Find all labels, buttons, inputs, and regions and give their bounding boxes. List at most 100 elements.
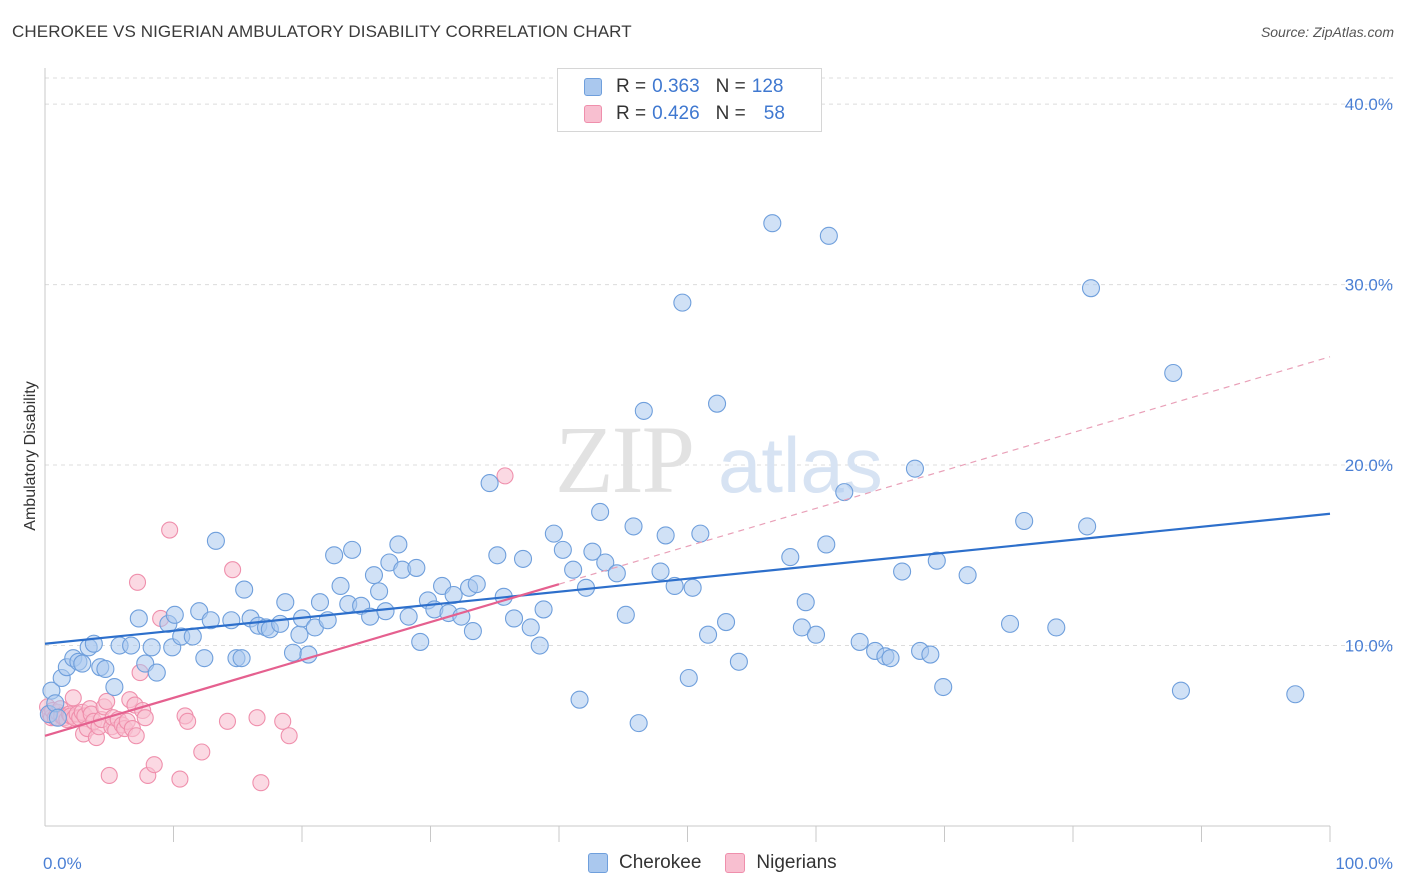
cherokee-point [364,566,384,585]
r-label: R = [616,103,647,124]
cherokee-point [591,502,610,522]
cherokee-point [691,524,710,543]
legend-row-cherokee: R = 0.363 N = 128 [584,75,783,99]
cherokee-point [513,549,533,568]
y-tick-labels: 10.0% 20.0% 30.0% 40.0% [1345,95,1393,655]
nigerian-point [179,712,197,730]
nigerian-trend-extension [558,356,1331,585]
nigerian-point [128,573,147,591]
cherokee-point [553,540,572,559]
y-axis-label: Ambulatory Disability [22,381,39,530]
nigerian-point [193,743,211,761]
cherokee-point [488,546,507,565]
cherokee-point [276,593,295,612]
cherokee-point [271,614,290,633]
cherokee-point [201,611,220,630]
legend-label-cherokee: Cherokee [619,852,702,873]
nigerian-point [248,709,266,727]
cherokee-point [376,602,395,621]
y-tick-label: 10.0% [1345,637,1393,656]
stats-legend: R = 0.363 N = 128 R = 0.426 N = 58 [557,68,822,132]
cherokee-point [893,562,912,581]
series-legend: Cherokee Nigerians [588,852,861,874]
cherokee-point [1164,363,1183,383]
cherokee-point [147,663,166,682]
legend-row-nigerian: R = 0.426 N = 58 [584,102,785,126]
nigerian-point [127,727,145,745]
nigerian-point [218,712,237,730]
n-label: N = [715,76,746,97]
cherokee-point [850,632,869,651]
n-label: N = [715,103,746,124]
cherokee-point [819,226,838,245]
nigerian-point [274,712,292,730]
cherokee-point [905,459,924,478]
cherokee-point [122,636,141,655]
cherokee-point [835,483,854,502]
cherokee-point [1000,614,1020,633]
nigerian-point [161,521,179,539]
cherokee-point [673,293,692,312]
cherokee-point [325,546,344,565]
cherokee-point [583,542,602,561]
cherokee-point [235,580,254,599]
cherokee-point [1015,511,1034,531]
nigerian-point [64,689,82,707]
cherokee-point [699,625,718,644]
cherokee-point [607,564,626,583]
nigerian-point [100,766,118,785]
legend-item-nigerians[interactable]: Nigerians [725,852,837,874]
cherokee-point [165,605,184,624]
cherokee-point [792,618,811,637]
r-value: 0.363 [652,76,700,97]
cherokee-point [1081,279,1101,298]
legend-item-cherokee[interactable]: Cherokee [588,852,701,874]
cherokee-point [142,638,161,657]
cherokee-point [679,668,698,688]
cherokee-point [544,524,563,543]
cherokee-point [927,551,946,570]
cherokee-point [629,714,648,733]
cherokee-point [129,609,148,628]
nigerian-point [136,709,154,727]
cherokee-point [921,645,940,664]
cherokee-point [407,558,426,577]
cherokee-point [796,593,815,612]
cherokee-point [480,474,499,493]
cherokee-point [616,605,635,624]
cherokee-point [534,600,553,619]
cherokee-point [656,526,675,545]
cherokee-point [195,649,214,668]
n-value: 58 [763,103,785,124]
nigerian-trend-line [44,583,560,737]
cherokee-point [463,622,482,641]
cherokee-swatch [588,853,608,873]
cherokee-point [232,649,251,668]
cherokee-point [781,548,800,567]
cherokee-point [343,540,362,559]
cherokee-point [881,649,900,668]
cherokee-point [634,401,653,420]
cherokee-point [48,708,67,727]
cherokee-point [564,560,583,579]
cherokee-point [504,609,524,628]
cherokee-point [708,394,727,413]
cherokee-point [399,607,418,626]
nigerian-point [252,774,270,792]
cherokee-point [370,582,389,601]
y-tick-label: 40.0% [1345,95,1393,114]
cherokee-swatch [584,78,602,96]
y-tick-label: 30.0% [1345,276,1393,295]
nigerian-swatch [725,853,746,873]
trend-lines [44,356,1331,737]
n-value: 128 [751,76,784,97]
cherokee-point [934,677,953,697]
cherokee-point [411,632,430,651]
cherokee-point [683,578,702,597]
cherokee-point [206,531,225,550]
cherokee-point [817,535,836,554]
cherokee-points [39,214,1305,733]
cherokee-point [283,643,303,662]
cherokee-point [96,659,115,679]
watermark-zip: ZIP [555,406,693,513]
